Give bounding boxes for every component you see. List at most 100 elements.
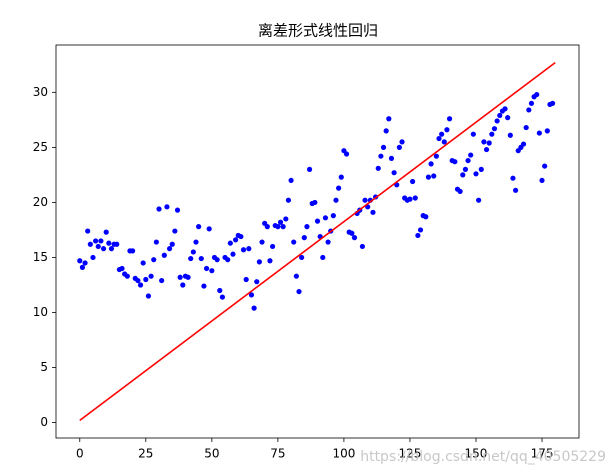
scatter-point <box>296 288 302 295</box>
x-tick-label: 50 <box>204 447 219 461</box>
scatter-point <box>153 239 159 245</box>
scatter-point <box>544 128 550 134</box>
scatter-point <box>174 207 181 213</box>
scatter-point <box>151 257 157 263</box>
scatter-point <box>106 240 112 246</box>
scatter-point <box>386 116 392 122</box>
scatter-point <box>256 259 262 265</box>
scatter-point <box>275 224 281 230</box>
y-tick-label: 15 <box>33 250 48 264</box>
scatter-point <box>489 131 495 137</box>
scatter-point <box>380 144 387 150</box>
scatter-point <box>415 232 421 239</box>
scatter-point <box>325 239 331 245</box>
scatter-point <box>87 241 93 247</box>
scatter-point <box>148 273 154 279</box>
scatter-point <box>95 243 101 250</box>
scatter-point <box>409 178 416 185</box>
scatter-point <box>285 197 292 203</box>
x-tick-label: 0 <box>76 447 84 461</box>
scatter-point <box>180 282 186 288</box>
scatter-point <box>193 239 199 245</box>
scatter-point <box>299 254 305 261</box>
scatter-point <box>288 177 294 184</box>
scatter-point <box>513 187 519 193</box>
scatter-point <box>481 139 487 145</box>
scatter-point <box>549 100 556 106</box>
scatter-point <box>283 216 289 222</box>
plot-frame <box>55 44 580 439</box>
fit-line <box>79 61 556 422</box>
scatter-point <box>164 204 170 210</box>
scatter-point <box>169 241 175 247</box>
scatter-point <box>100 246 107 252</box>
scatter-point <box>314 218 321 224</box>
x-tick-label: 125 <box>398 447 421 461</box>
scatter-point <box>103 229 109 235</box>
scatter-point <box>473 171 479 177</box>
scatter-point <box>436 135 442 142</box>
scatter-point <box>251 305 257 311</box>
scatter-point <box>526 107 532 113</box>
scatter-point <box>336 185 342 191</box>
scatter-point <box>77 258 83 264</box>
chart-title: 离差形式线性回归 <box>258 22 378 40</box>
scatter-point <box>343 151 350 157</box>
scatter-point <box>119 265 125 272</box>
scatter-point <box>462 166 469 172</box>
scatter-point <box>476 197 482 203</box>
scatter-point <box>203 265 210 272</box>
scatter-point <box>322 215 329 221</box>
scatter-point <box>198 255 204 262</box>
scatter-point <box>137 282 144 288</box>
scatter-point <box>491 126 498 132</box>
scatter-point <box>114 241 120 247</box>
scatter-point <box>196 224 202 230</box>
scatter-point <box>507 132 513 138</box>
scatter-point <box>497 112 503 119</box>
scatter-point <box>396 144 402 150</box>
scatter-point <box>85 228 91 234</box>
scatter-point <box>320 254 326 261</box>
scatter-point <box>536 130 542 136</box>
scatter-point <box>312 199 318 206</box>
x-tick-label: 75 <box>270 447 285 461</box>
scatter-point <box>230 251 236 257</box>
scatter-point <box>539 177 545 184</box>
y-tick-label: 0 <box>40 415 48 429</box>
scatter-point <box>370 209 376 215</box>
scatter-point <box>240 247 247 253</box>
x-tick-label: 100 <box>332 447 355 461</box>
scatter-point <box>452 159 458 165</box>
scatter-point <box>130 248 136 254</box>
scatter-point <box>243 276 249 283</box>
scatter-point <box>145 293 152 299</box>
scatter-point <box>542 163 548 169</box>
x-tick-label: 25 <box>138 447 153 461</box>
scatter-point <box>417 227 424 233</box>
scatter-point <box>433 153 439 159</box>
scatter-point <box>465 157 471 164</box>
scatter-point <box>185 274 191 280</box>
scatter-point <box>534 91 540 98</box>
scatter-point <box>161 252 167 258</box>
scatter-point <box>375 165 381 171</box>
scatter-point <box>483 146 490 153</box>
scatter-point <box>108 246 115 252</box>
scatter-point <box>267 258 273 264</box>
scatter-point <box>246 246 252 252</box>
scatter-point <box>135 277 141 284</box>
scatter-point <box>90 254 96 261</box>
scatter-point <box>441 139 447 145</box>
scatter-point <box>82 260 88 266</box>
scatter-point <box>523 124 529 131</box>
scatter-point <box>79 264 86 270</box>
scatter-point <box>225 257 231 263</box>
scatter-point <box>201 283 207 289</box>
scatter-point <box>254 279 260 285</box>
scatter-point <box>520 141 527 147</box>
scatter-point <box>486 140 492 146</box>
scatter-point <box>460 172 466 178</box>
scatter-point <box>143 276 149 283</box>
scatter-point <box>172 228 178 234</box>
